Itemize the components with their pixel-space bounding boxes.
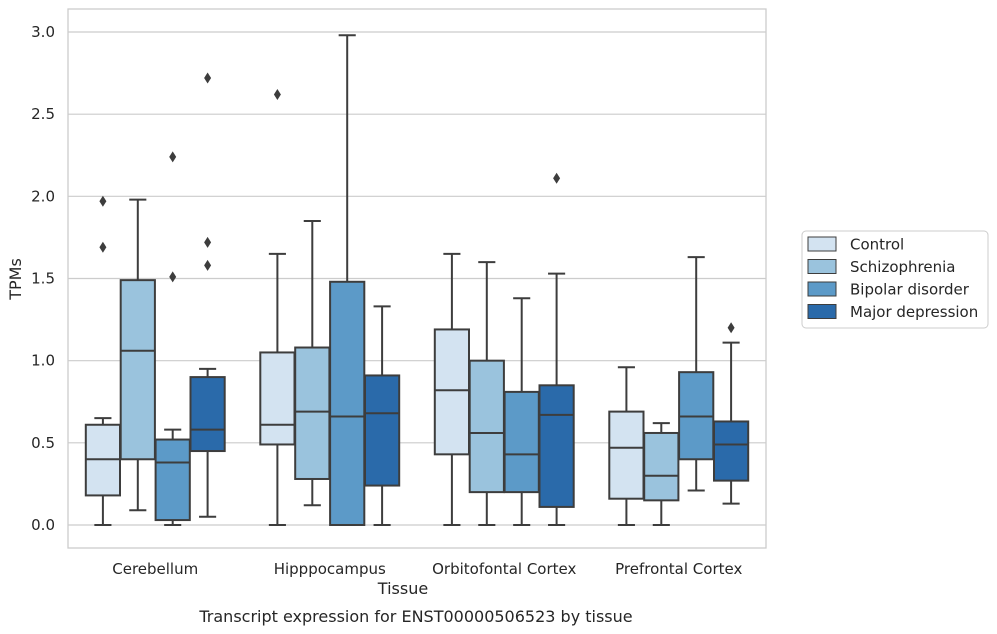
legend-label: Control <box>850 236 904 254</box>
box-0-3 <box>189 72 226 518</box>
outlier-point <box>169 271 177 283</box>
y-tick-label: 1.0 <box>31 352 55 370</box>
y-axis-label: TPMs <box>6 258 25 301</box>
outlier-point <box>204 72 212 84</box>
box-1-1 <box>294 219 331 507</box>
outlier-point <box>204 259 212 271</box>
box-0-1 <box>119 198 156 512</box>
legend-swatch <box>807 259 837 274</box>
box-3-0 <box>608 366 645 526</box>
box-2-2 <box>503 297 540 526</box>
box-body <box>294 346 331 480</box>
legend-label: Bipolar disorder <box>850 281 970 299</box>
legend-swatch <box>807 304 837 319</box>
box-3-3 <box>712 322 750 505</box>
box-body <box>643 431 680 502</box>
box-body <box>119 279 156 461</box>
outlier-point <box>553 172 561 184</box>
plot-frame <box>67 8 767 549</box>
legend: Control Schizophrenia Bipolar disorder Majo… <box>801 230 989 329</box>
legend-label: Major depression <box>850 303 978 321</box>
box-3-1 <box>643 422 680 526</box>
box-0-2 <box>154 151 191 526</box>
y-tick-labels: 0.0 0.5 1.0 1.5 2.0 2.5 3.0 <box>31 23 55 534</box>
box-3-2 <box>678 256 715 492</box>
y-tick-label: 0.0 <box>31 516 55 534</box>
legend-swatch <box>807 281 837 297</box>
box-body <box>189 376 226 453</box>
box-body <box>712 420 750 482</box>
y-tick-label: 0.5 <box>31 434 55 452</box>
x-axis-label: Tissue <box>377 579 428 598</box>
x-tick-labels: Cerebellum Hipppocampus Orbitofontal Corte… <box>112 560 742 578</box>
box-body <box>503 390 540 494</box>
y-tick-label: 3.0 <box>31 23 55 41</box>
box-0-0 <box>84 195 122 526</box>
outlier-point <box>99 241 107 253</box>
legend-label: Schizophrenia <box>850 258 955 276</box>
y-tick-label: 1.5 <box>31 270 55 288</box>
box-1-0 <box>259 88 296 526</box>
x-tick-label: Prefrontal Cortex <box>615 560 742 578</box>
box-2-3 <box>538 172 575 526</box>
box-body <box>154 438 191 522</box>
chart-caption: Transcript expression for ENST0000050652… <box>198 607 632 626</box>
box-body <box>433 328 471 456</box>
box-body <box>538 384 575 508</box>
outlier-point <box>169 151 177 163</box>
outlier-point <box>727 322 735 334</box>
box-body <box>329 280 366 526</box>
outlier-point <box>204 236 212 248</box>
legend-items: Control Schizophrenia Bipolar disorder Majo… <box>807 236 978 321</box>
box-body <box>363 374 401 487</box>
y-tick-label: 2.5 <box>31 105 55 123</box>
x-tick-label: Orbitofontal Cortex <box>432 560 576 578</box>
legend-swatch <box>807 236 837 252</box>
box-body <box>608 410 645 500</box>
x-tick-label: Hipppocampus <box>274 560 386 578</box>
box-body <box>468 359 505 494</box>
box-1-2 <box>329 34 366 526</box>
outlier-point <box>273 88 281 100</box>
x-tick-label: Cerebellum <box>112 560 198 578</box>
outlier-point <box>99 195 107 207</box>
y-tick-label: 2.0 <box>31 187 55 205</box>
legend-frame <box>801 230 989 329</box>
box-2-0 <box>433 252 471 526</box>
box-1-3 <box>363 305 401 526</box>
boxes <box>84 34 750 526</box>
box-2-1 <box>468 261 505 526</box>
box-body <box>259 351 296 446</box>
